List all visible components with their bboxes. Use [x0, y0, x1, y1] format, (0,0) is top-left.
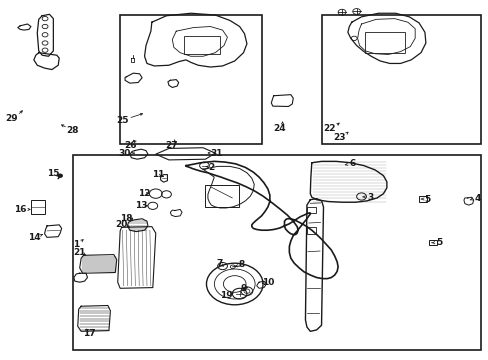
Bar [306, 227, 315, 234]
Bar [31, 200, 44, 214]
Bar [306, 207, 315, 213]
Text: 16: 16 [14, 205, 26, 214]
Text: 20: 20 [115, 220, 127, 229]
Text: 28: 28 [66, 126, 79, 135]
Text: 25: 25 [116, 116, 128, 125]
Text: 24: 24 [273, 124, 285, 133]
Text: 11: 11 [152, 170, 164, 179]
Text: 6: 6 [349, 159, 355, 168]
Bar [120, 15, 261, 144]
Text: 30: 30 [119, 149, 131, 158]
Circle shape [58, 174, 62, 177]
Text: 12: 12 [138, 189, 150, 198]
Text: 26: 26 [124, 141, 137, 150]
Text: 1: 1 [73, 240, 79, 249]
Bar [321, 15, 480, 144]
Text: 17: 17 [83, 329, 96, 338]
Text: 23: 23 [332, 133, 345, 142]
Text: 5: 5 [424, 194, 430, 203]
Text: 2: 2 [208, 163, 214, 172]
Text: 21: 21 [73, 248, 86, 257]
Text: 14: 14 [27, 233, 40, 242]
Text: 19: 19 [219, 291, 232, 300]
Text: 18: 18 [120, 213, 132, 222]
Text: 22: 22 [323, 124, 335, 133]
Bar [428, 239, 436, 245]
Text: 9: 9 [240, 284, 246, 293]
Text: 3: 3 [366, 193, 373, 202]
Text: 8: 8 [239, 261, 244, 270]
Text: 7: 7 [216, 259, 222, 268]
Bar [365, 32, 405, 53]
Bar [73, 155, 480, 350]
Text: 15: 15 [46, 169, 59, 178]
Bar [205, 185, 238, 207]
Bar [183, 36, 220, 54]
Text: 29: 29 [5, 114, 18, 123]
Text: 31: 31 [209, 149, 222, 158]
Text: 4: 4 [473, 194, 480, 203]
Bar [418, 196, 426, 202]
Text: 10: 10 [261, 278, 274, 287]
Text: 5: 5 [435, 238, 442, 247]
Text: 27: 27 [165, 141, 177, 150]
Text: 13: 13 [135, 201, 147, 210]
